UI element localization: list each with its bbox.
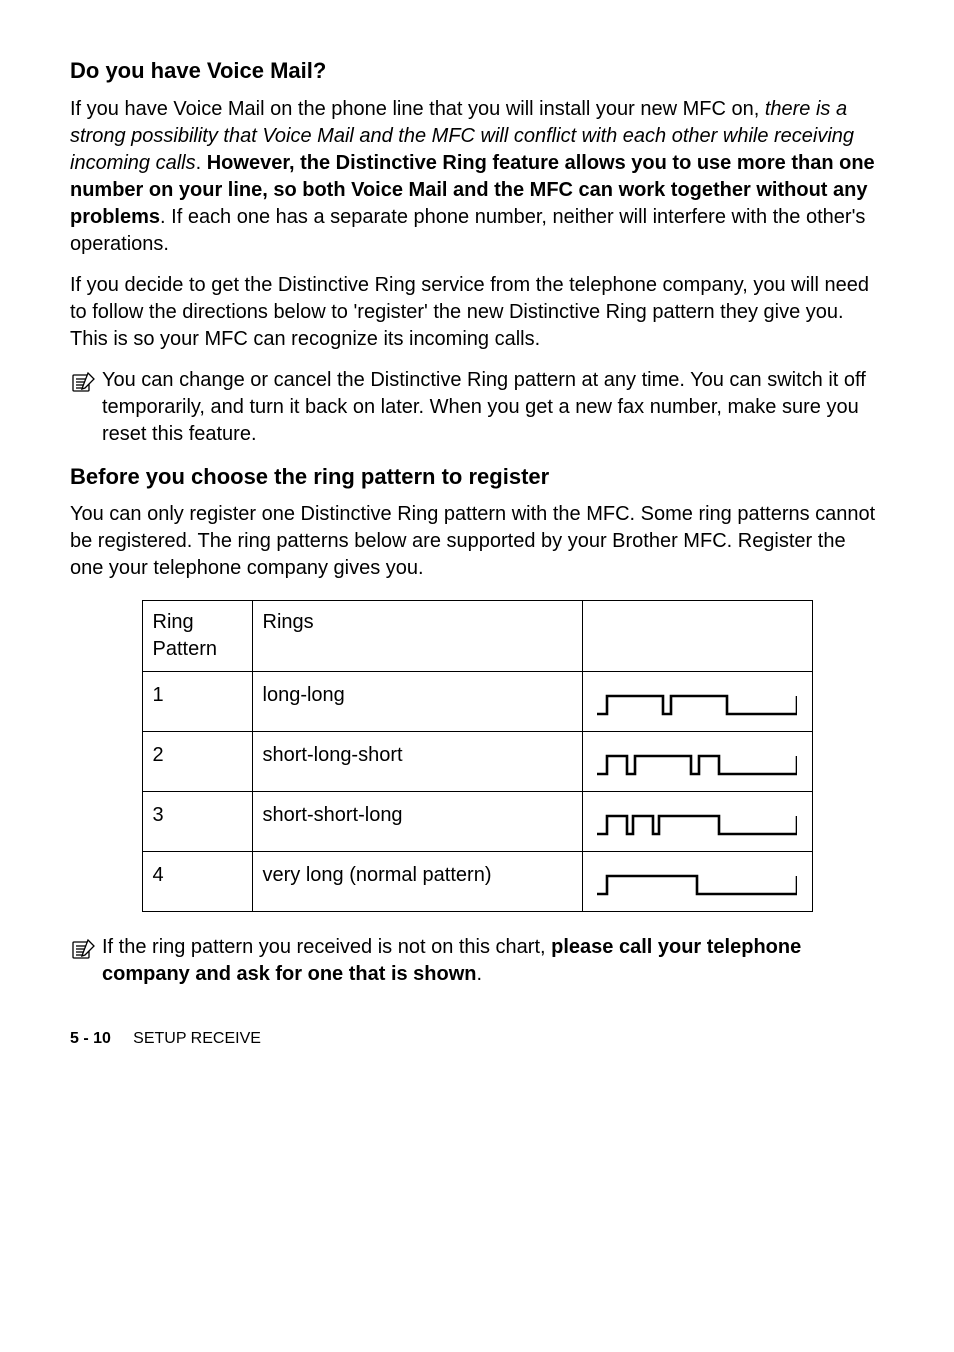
- ring-wave-icon: [597, 868, 797, 900]
- note-icon: [70, 936, 98, 969]
- table-header-rings: Rings: [252, 601, 582, 672]
- page-footer: 5 - 10 SETUP RECEIVE: [70, 1028, 884, 1050]
- table-row: 1long-long: [142, 672, 812, 732]
- voicemail-paragraph-2: If you decide to get the Distinctive Rin…: [70, 272, 884, 353]
- table-header-row: Ring Pattern Rings: [142, 601, 812, 672]
- table-cell-wave: [582, 852, 812, 912]
- register-paragraph: You can only register one Distinctive Ri…: [70, 501, 884, 582]
- ring-wave-icon: [597, 748, 797, 780]
- vm-p1-t3: . If each one has a separate phone numbe…: [70, 206, 865, 255]
- closing-t2: .: [477, 963, 483, 985]
- table-row: 3short-short-long: [142, 792, 812, 852]
- footer-spacer: [115, 1030, 128, 1047]
- note-block-1: You can change or cancel the Distinctive…: [70, 367, 884, 448]
- table-cell-number: 3: [142, 792, 252, 852]
- closing-t1: If the ring pattern you received is not …: [102, 936, 551, 958]
- voicemail-heading: Do you have Voice Mail?: [70, 56, 884, 86]
- table-cell-number: 4: [142, 852, 252, 912]
- register-heading: Before you choose the ring pattern to re…: [70, 462, 884, 492]
- footer-label: SETUP RECEIVE: [133, 1030, 261, 1047]
- ring-pattern-table: Ring Pattern Rings 1long-long2short-long…: [142, 600, 813, 912]
- table-cell-wave: [582, 732, 812, 792]
- table-cell-desc: very long (normal pattern): [252, 852, 582, 912]
- note-block-2: If the ring pattern you received is not …: [70, 934, 884, 988]
- table-cell-number: 1: [142, 672, 252, 732]
- table-row: 2short-long-short: [142, 732, 812, 792]
- vm-p1-t1: If you have Voice Mail on the phone line…: [70, 98, 765, 120]
- table-cell-wave: [582, 672, 812, 732]
- table-row: 4very long (normal pattern): [142, 852, 812, 912]
- table-cell-number: 2: [142, 732, 252, 792]
- note-text-1: You can change or cancel the Distinctive…: [102, 367, 884, 448]
- table-cell-desc: long-long: [252, 672, 582, 732]
- table-cell-desc: short-long-short: [252, 732, 582, 792]
- note-text-2: If the ring pattern you received is not …: [102, 934, 884, 988]
- ring-wave-icon: [597, 688, 797, 720]
- note-icon: [70, 369, 98, 402]
- table-header-pattern: Ring Pattern: [142, 601, 252, 672]
- vm-p1-t2: .: [196, 152, 207, 174]
- ring-wave-icon: [597, 808, 797, 840]
- table-cell-wave: [582, 792, 812, 852]
- footer-page-number: 5 - 10: [70, 1030, 111, 1047]
- voicemail-paragraph-1: If you have Voice Mail on the phone line…: [70, 96, 884, 258]
- table-header-wave: [582, 601, 812, 672]
- table-cell-desc: short-short-long: [252, 792, 582, 852]
